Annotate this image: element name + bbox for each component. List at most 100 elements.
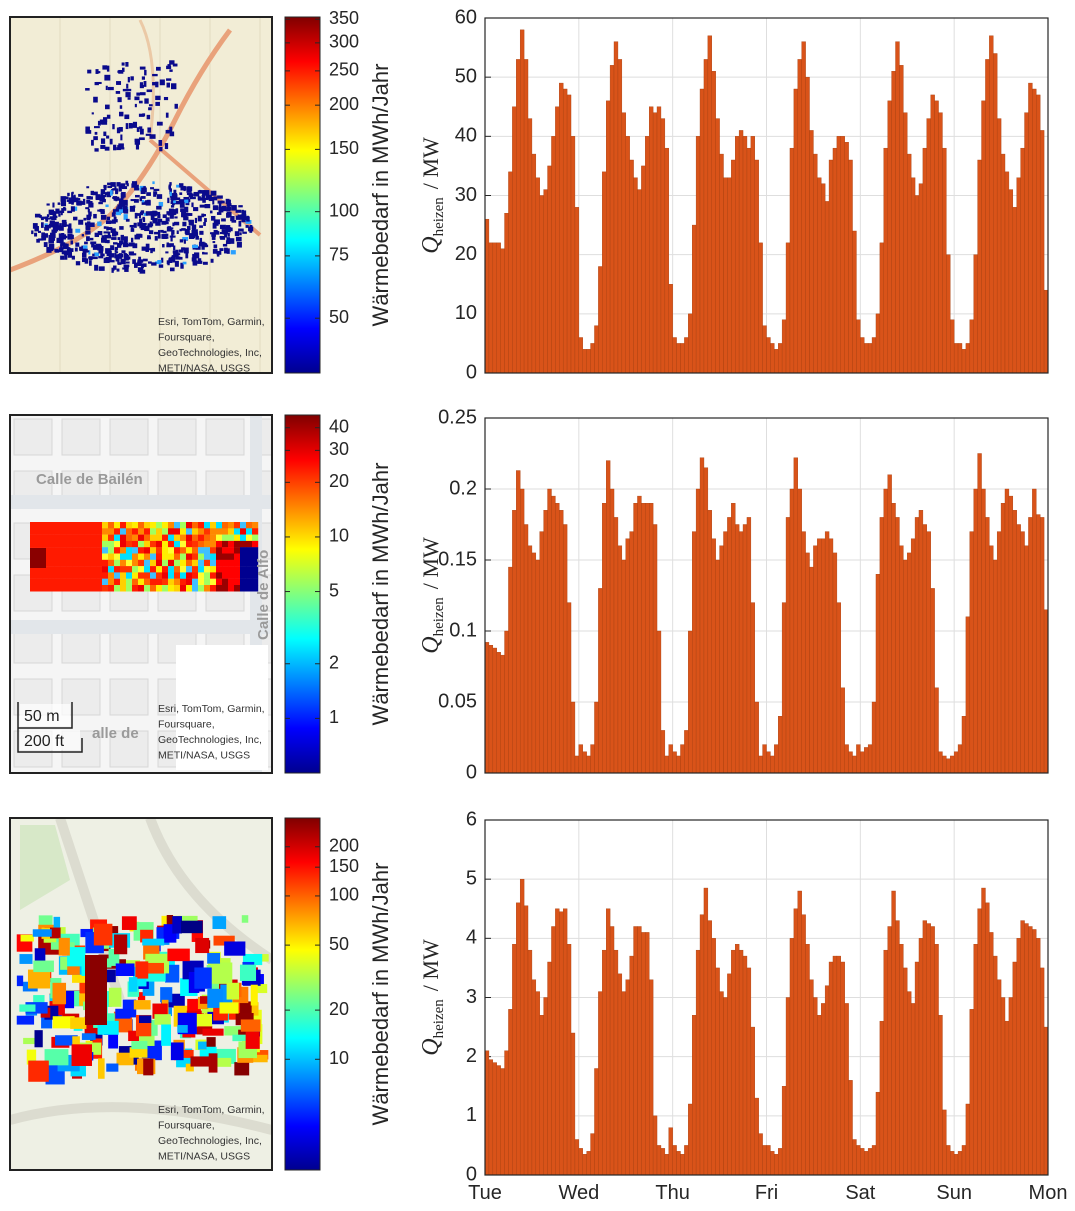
building [231,250,236,254]
building [38,231,41,233]
building [102,554,108,561]
bar [1017,178,1021,373]
bar [563,89,567,373]
building [219,248,223,251]
building [120,541,126,548]
building [36,535,42,542]
bar [970,320,974,373]
building [186,579,192,586]
y-tick-label: 50 [455,65,477,87]
bar [708,921,712,1175]
bar [536,992,540,1175]
building [104,226,107,229]
bar [770,756,774,773]
building [140,85,144,88]
building [203,262,208,265]
building [192,585,198,592]
bar [591,745,595,773]
building [126,528,132,535]
building [216,541,222,548]
building [216,560,222,567]
building [180,535,186,542]
building [132,566,138,573]
colorbar-label: Wärmebedarf in MWh/Jahr [368,64,393,327]
bar [727,178,731,373]
bar [790,938,794,1175]
colorbar-tick-label: 100 [329,200,359,220]
building [121,192,126,198]
bar [974,944,978,1175]
y-label-subscript: heizen [431,197,447,237]
colorbar-tick-label: 150 [329,138,359,158]
building [126,262,130,264]
building [186,554,192,561]
building [94,148,98,151]
bar [1005,489,1009,773]
building [210,572,216,579]
building [31,230,33,234]
building [46,226,49,228]
bar [845,745,849,773]
building [220,236,223,238]
bar [512,510,516,773]
building [96,522,102,529]
bar [637,496,641,773]
building [246,547,252,554]
building [240,579,246,586]
y-tick-label: 0 [466,361,477,383]
bar [587,349,591,373]
bar [759,756,763,773]
bar [989,932,993,1175]
building [167,949,189,962]
bar [540,1015,544,1175]
bar [641,932,645,1175]
y-tick-label: 6 [466,808,477,830]
building [144,579,150,586]
bar [755,1098,759,1175]
building [142,76,145,79]
building [236,237,242,242]
bar [946,759,950,773]
building [42,528,48,535]
y-label-symbol: Q [418,1038,444,1055]
bar [696,136,700,373]
building [140,93,142,95]
building [144,541,150,548]
building [54,585,60,592]
bar [591,1134,595,1175]
building [114,253,116,259]
building [102,235,105,238]
building [67,193,70,196]
bar [673,1145,677,1175]
building [234,560,240,567]
bar [778,716,782,773]
building [90,528,96,535]
building [88,257,92,259]
building [72,192,74,194]
building [154,1014,170,1025]
building [54,522,60,529]
building [155,236,158,241]
building [124,115,129,120]
building [61,200,66,206]
building [238,229,244,232]
bar [657,107,661,373]
bar [931,95,935,373]
scale-label: 200 ft [24,733,65,750]
bar [829,962,833,1175]
building [186,572,192,579]
building [96,541,102,548]
building [138,572,144,579]
bar [939,752,943,773]
street-label: alle de [92,725,139,742]
building [159,147,162,151]
building [121,250,125,253]
bar [583,1154,587,1175]
building [66,572,72,579]
building [66,554,72,561]
bar [669,745,673,773]
building [246,216,250,221]
building [50,216,54,219]
bar [767,1145,771,1175]
building [155,222,160,226]
